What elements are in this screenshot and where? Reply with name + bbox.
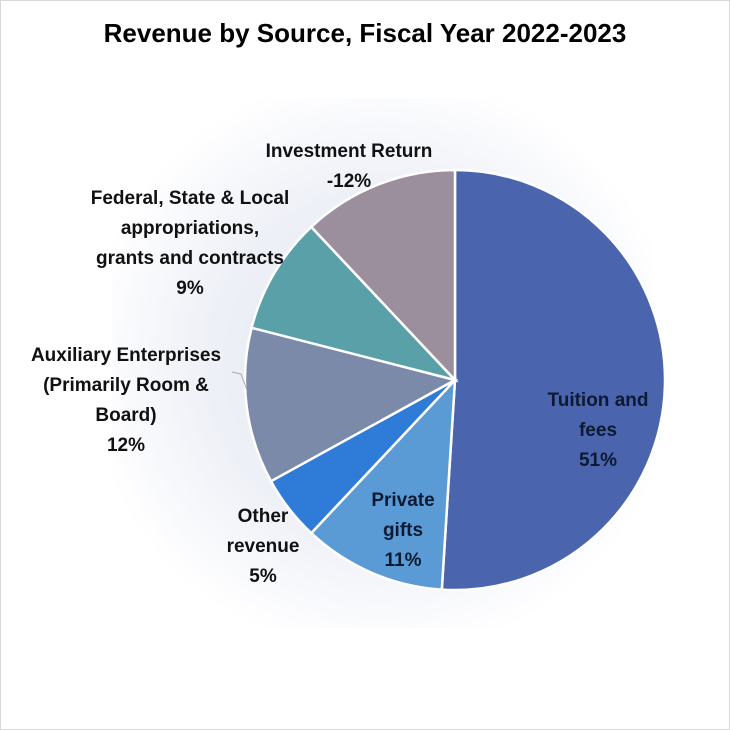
slice-label-line: gifts xyxy=(383,520,423,541)
slice-label-3: Auxiliary Enterprises (Primarily Room & Bo… xyxy=(31,345,221,456)
slice-label-line: 5% xyxy=(249,566,277,587)
pie-slice-4 xyxy=(250,225,459,383)
slice-label-line: Investment Return xyxy=(266,141,433,162)
pie-slice-0 xyxy=(440,168,667,592)
slice-label-line: 9% xyxy=(176,278,204,299)
pie-slice-1 xyxy=(309,376,457,591)
slice-label-line: revenue xyxy=(227,536,300,557)
slice-label-line: (Primarily Room & xyxy=(43,375,209,396)
slice-label-line: Auxiliary Enterprises xyxy=(31,345,221,366)
slice-label-2: Other revenue 5% xyxy=(227,506,300,587)
slice-label-1: Private gifts 11% xyxy=(371,490,434,571)
slice-label-line: 51% xyxy=(579,450,617,471)
slice-label-line: 11% xyxy=(385,550,422,571)
chart-title: Revenue by Source, Fiscal Year 2022-2023 xyxy=(103,18,627,48)
pie-slice-3 xyxy=(243,326,459,483)
slice-label-line: Federal, State & Local xyxy=(91,188,290,209)
pie-slice-5 xyxy=(309,168,457,384)
slice-label-0: Tuition and fees 51% xyxy=(548,390,649,471)
slice-label-line: Private xyxy=(371,490,434,511)
slice-label-line: Other xyxy=(238,506,289,527)
leader-line xyxy=(231,371,248,391)
slice-label-line: appropriations, xyxy=(121,218,259,239)
slice-label-line: 12% xyxy=(107,435,145,456)
slice-label-4: Federal, State & Local appropriations, gra… xyxy=(91,188,290,299)
slice-label-line: Board) xyxy=(95,405,156,426)
slice-label-5: Investment Return -12% xyxy=(266,141,433,192)
slice-label-line: -12% xyxy=(327,171,371,192)
slice-label-line: fees xyxy=(579,420,617,441)
slice-label-line: grants and contracts xyxy=(96,248,284,269)
slice-label-line: Tuition and xyxy=(548,390,649,411)
